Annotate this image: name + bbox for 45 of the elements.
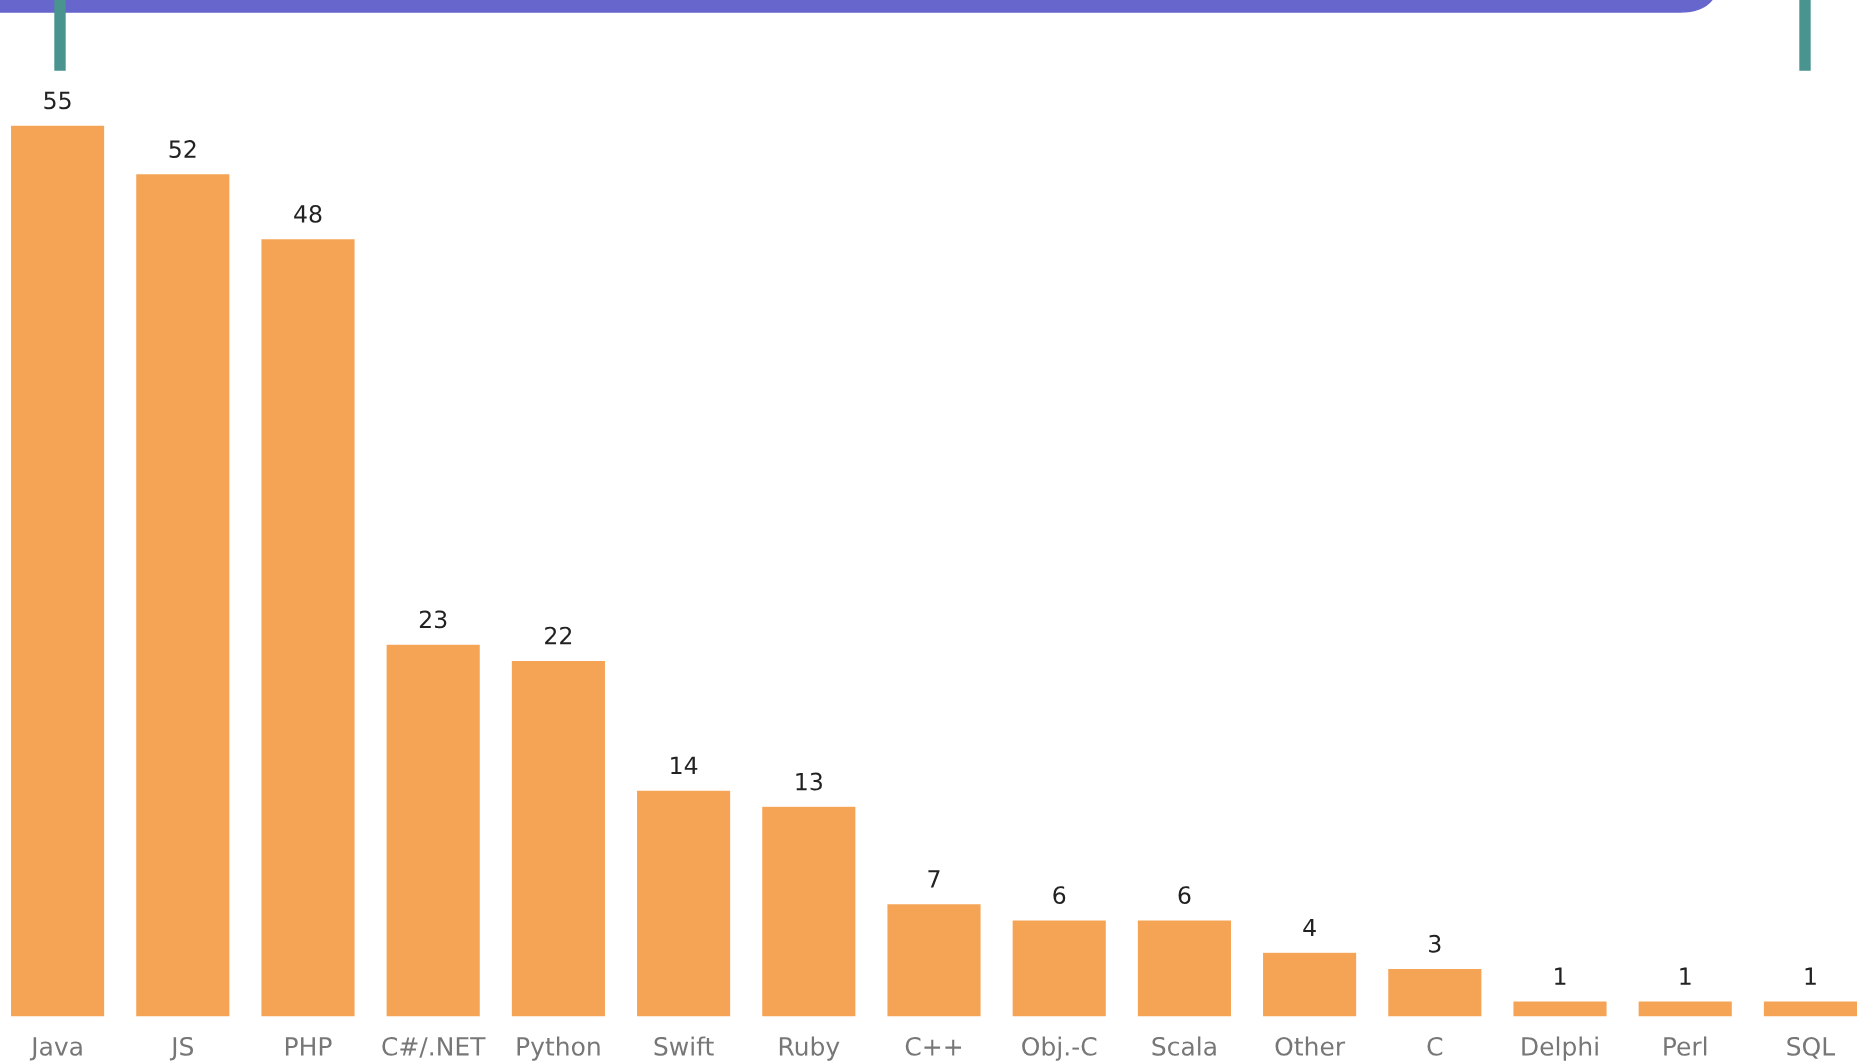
x-tick-label: Scala	[1152, 1036, 1216, 1056]
bar	[1637, 1000, 1734, 1017]
data-label: 52	[169, 140, 196, 158]
x-tick-label: C++	[905, 1036, 962, 1056]
x-tick-label: Ruby	[779, 1036, 840, 1061]
data-label: 55	[44, 91, 71, 110]
bar	[1762, 1000, 1858, 1017]
data-label: 48	[294, 204, 322, 223]
data-label: 6	[1178, 886, 1191, 905]
data-label: 13	[796, 772, 822, 791]
data-label: 4	[1303, 918, 1316, 937]
x-tick-label: Obj.-C	[1022, 1036, 1097, 1061]
bar	[260, 237, 356, 1017]
bar	[1512, 1000, 1608, 1017]
bar	[1011, 918, 1108, 1017]
bar	[385, 643, 482, 1017]
data-label: 1	[1805, 967, 1816, 985]
data-label: 14	[671, 756, 698, 774]
bar	[1261, 951, 1358, 1017]
data-label: 22	[545, 626, 572, 645]
data-label: 7	[928, 870, 940, 888]
bar	[134, 172, 231, 1017]
bar	[1136, 918, 1233, 1017]
x-tick-label: Other	[1275, 1036, 1346, 1056]
data-label: 1	[1555, 967, 1566, 985]
x-tick-label: Delphi	[1522, 1036, 1598, 1061]
bar	[9, 124, 106, 1017]
x-tick-label: PHP	[285, 1037, 332, 1056]
x-tick-label: JS	[169, 1036, 194, 1061]
bar	[1386, 967, 1483, 1017]
x-tick-label: Java	[29, 1037, 82, 1061]
x-tick-label: C	[1427, 1036, 1443, 1056]
x-tick-label: C#/.NET	[382, 1036, 486, 1058]
bar	[510, 659, 607, 1017]
x-tick-label: SQL	[1787, 1036, 1836, 1059]
data-label: 6	[1053, 886, 1066, 905]
x-tick-label: Perl	[1664, 1036, 1707, 1056]
data-label: 23	[419, 610, 447, 629]
x-tick-label: Python	[517, 1036, 600, 1061]
bar	[760, 805, 857, 1017]
data-label: 3	[1429, 934, 1441, 953]
bar	[635, 789, 732, 1017]
data-label: 1	[1680, 967, 1691, 985]
bar	[886, 902, 982, 1017]
x-tick-label: Swift	[654, 1036, 714, 1056]
